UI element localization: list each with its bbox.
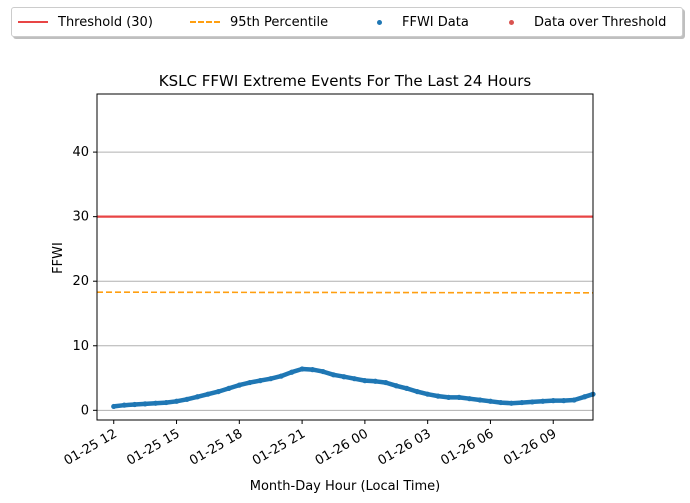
y-tick-label: 10 bbox=[72, 339, 89, 354]
x-tick-label: 01-25 15 bbox=[124, 426, 182, 468]
y-tick-label: 40 bbox=[72, 145, 89, 160]
ffwi-point bbox=[529, 399, 535, 405]
legend-item-ffwi: FFWI Data bbox=[365, 8, 469, 36]
ffwi-point bbox=[540, 398, 546, 404]
ffwi-point bbox=[194, 394, 201, 400]
ffwi-point bbox=[477, 397, 483, 403]
ffwi-point bbox=[163, 399, 169, 406]
legend-item-over-threshold: Data over Threshold bbox=[497, 8, 666, 36]
legend-item-threshold: Threshold (30) bbox=[18, 8, 153, 36]
legend-label-percentile: 95th Percentile bbox=[230, 14, 329, 30]
y-axis-label: FFWI bbox=[51, 242, 66, 274]
plot-frame bbox=[96, 93, 594, 421]
ffwi-point bbox=[404, 385, 410, 391]
ffwi-point bbox=[152, 400, 159, 406]
ffwi-point bbox=[184, 396, 190, 402]
y-tick-label: 20 bbox=[72, 274, 89, 289]
ffwi-point bbox=[132, 401, 138, 408]
ffwi-point bbox=[142, 401, 148, 407]
ffwi-point bbox=[362, 378, 368, 384]
ffwi-point bbox=[121, 402, 127, 408]
ffwi-point bbox=[519, 399, 525, 406]
reference-lines bbox=[96, 215, 594, 294]
ffwi-point bbox=[341, 374, 347, 380]
y-tick-label: 30 bbox=[72, 210, 89, 225]
x-tick-label: 01-26 06 bbox=[438, 426, 496, 468]
chart-title: KSLC FFWI Extreme Events For The Last 24… bbox=[159, 72, 532, 90]
over-threshold-swatch bbox=[509, 19, 514, 25]
legend: Threshold (30) 95th Percentile FFWI Data… bbox=[11, 7, 683, 37]
ffwi-point bbox=[487, 398, 494, 404]
ffwi-point bbox=[414, 388, 420, 395]
ffwi-point bbox=[205, 391, 211, 397]
legend-label-ffwi: FFWI Data bbox=[402, 14, 469, 30]
legend-item-percentile: 95th Percentile bbox=[190, 8, 328, 36]
ffwi-point bbox=[425, 391, 431, 397]
ffwi-point bbox=[550, 398, 556, 404]
ffwi-point bbox=[372, 378, 378, 384]
grid-layer bbox=[97, 151, 593, 411]
ffwi-point bbox=[435, 393, 441, 399]
ffwi-point bbox=[247, 379, 253, 386]
ffwi-series bbox=[111, 366, 596, 410]
ffwi-point bbox=[508, 400, 514, 406]
x-tick-label: 01-26 03 bbox=[376, 426, 434, 468]
ffwi-swatch bbox=[377, 19, 382, 25]
x-tick-label: 01-25 18 bbox=[187, 426, 245, 468]
ffwi-point bbox=[278, 373, 284, 379]
ffwi-point bbox=[393, 383, 399, 389]
ffwi-point bbox=[226, 385, 232, 391]
x-tick-label: 01-25 21 bbox=[250, 426, 308, 468]
threshold-swatch bbox=[18, 21, 48, 23]
ffwi-point bbox=[309, 367, 316, 373]
ffwi-point bbox=[466, 396, 473, 402]
ffwi-point bbox=[173, 398, 180, 404]
x-tick-label: 01-26 00 bbox=[313, 426, 371, 468]
percentile-line bbox=[96, 291, 594, 294]
ffwi-point bbox=[111, 403, 117, 410]
ffwi-point bbox=[320, 368, 326, 375]
ffwi-point bbox=[257, 378, 263, 384]
ffwi-point bbox=[456, 394, 462, 401]
ffwi-point bbox=[571, 397, 577, 403]
ffwi-point bbox=[445, 394, 452, 401]
ffwi-point bbox=[289, 369, 295, 375]
ffwi-point bbox=[498, 399, 504, 406]
x-tick-label: 01-26 09 bbox=[501, 426, 559, 468]
ffwi-point bbox=[561, 398, 567, 404]
ffwi-point bbox=[582, 394, 588, 400]
legend-label-threshold: Threshold (30) bbox=[58, 14, 153, 30]
legend-label-over-threshold: Data over Threshold bbox=[534, 14, 667, 30]
x-tick-label: 01-25 12 bbox=[62, 426, 120, 468]
ffwi-point bbox=[236, 382, 242, 388]
ffwi-point bbox=[268, 376, 274, 382]
ffwi-point bbox=[383, 379, 389, 386]
ffwi-point bbox=[299, 366, 305, 372]
x-axis-label: Month-Day Hour (Local Time) bbox=[250, 479, 440, 494]
ffwi-point bbox=[330, 372, 337, 378]
percentile-swatch bbox=[190, 21, 220, 23]
ffwi-point bbox=[215, 388, 221, 395]
y-tick-label: 0 bbox=[81, 403, 89, 418]
ffwi-point bbox=[351, 376, 358, 382]
